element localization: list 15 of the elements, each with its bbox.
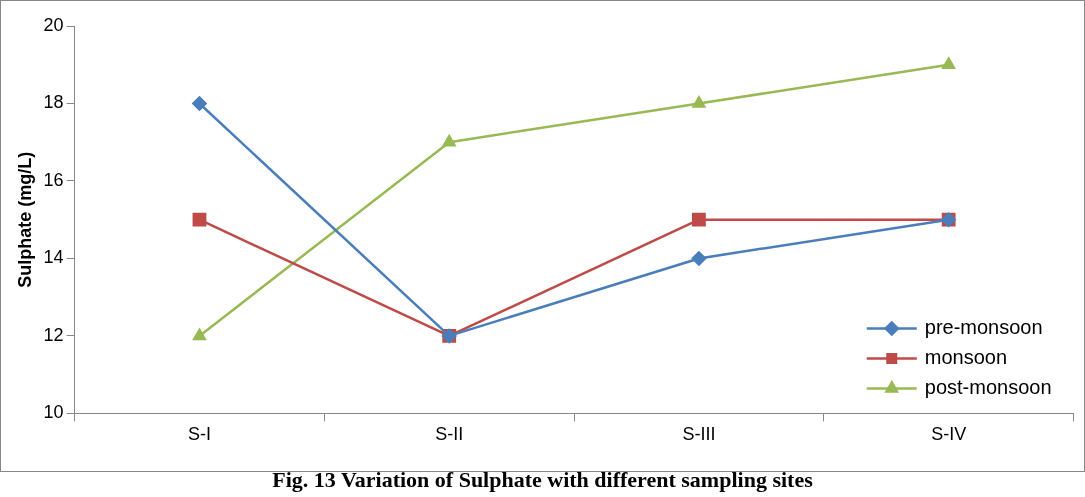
- y-tick-label: 20: [43, 14, 64, 35]
- y-tick-label: 14: [43, 247, 64, 268]
- legend-label: monsoon: [924, 345, 1008, 368]
- y-tick-label: 12: [43, 324, 64, 345]
- x-tick-label: S-I: [187, 424, 211, 445]
- text: Fig. 13 Variation of Sulphate with different sampling sites: [271, 467, 814, 493]
- y-tick-label: 18: [43, 92, 64, 113]
- x-tick-label: S-II: [435, 424, 464, 445]
- x-tick-label: S-IV: [931, 424, 967, 445]
- y-tick-label: 10: [43, 402, 64, 423]
- legend-label: pre-monsoon: [924, 315, 1043, 338]
- legend-label: post-monsoon: [924, 375, 1052, 398]
- y-tick-label: 16: [43, 169, 64, 190]
- y-axis-title: Sulphate (mg/L): [14, 151, 35, 288]
- x-tick-label: S-III: [682, 424, 716, 445]
